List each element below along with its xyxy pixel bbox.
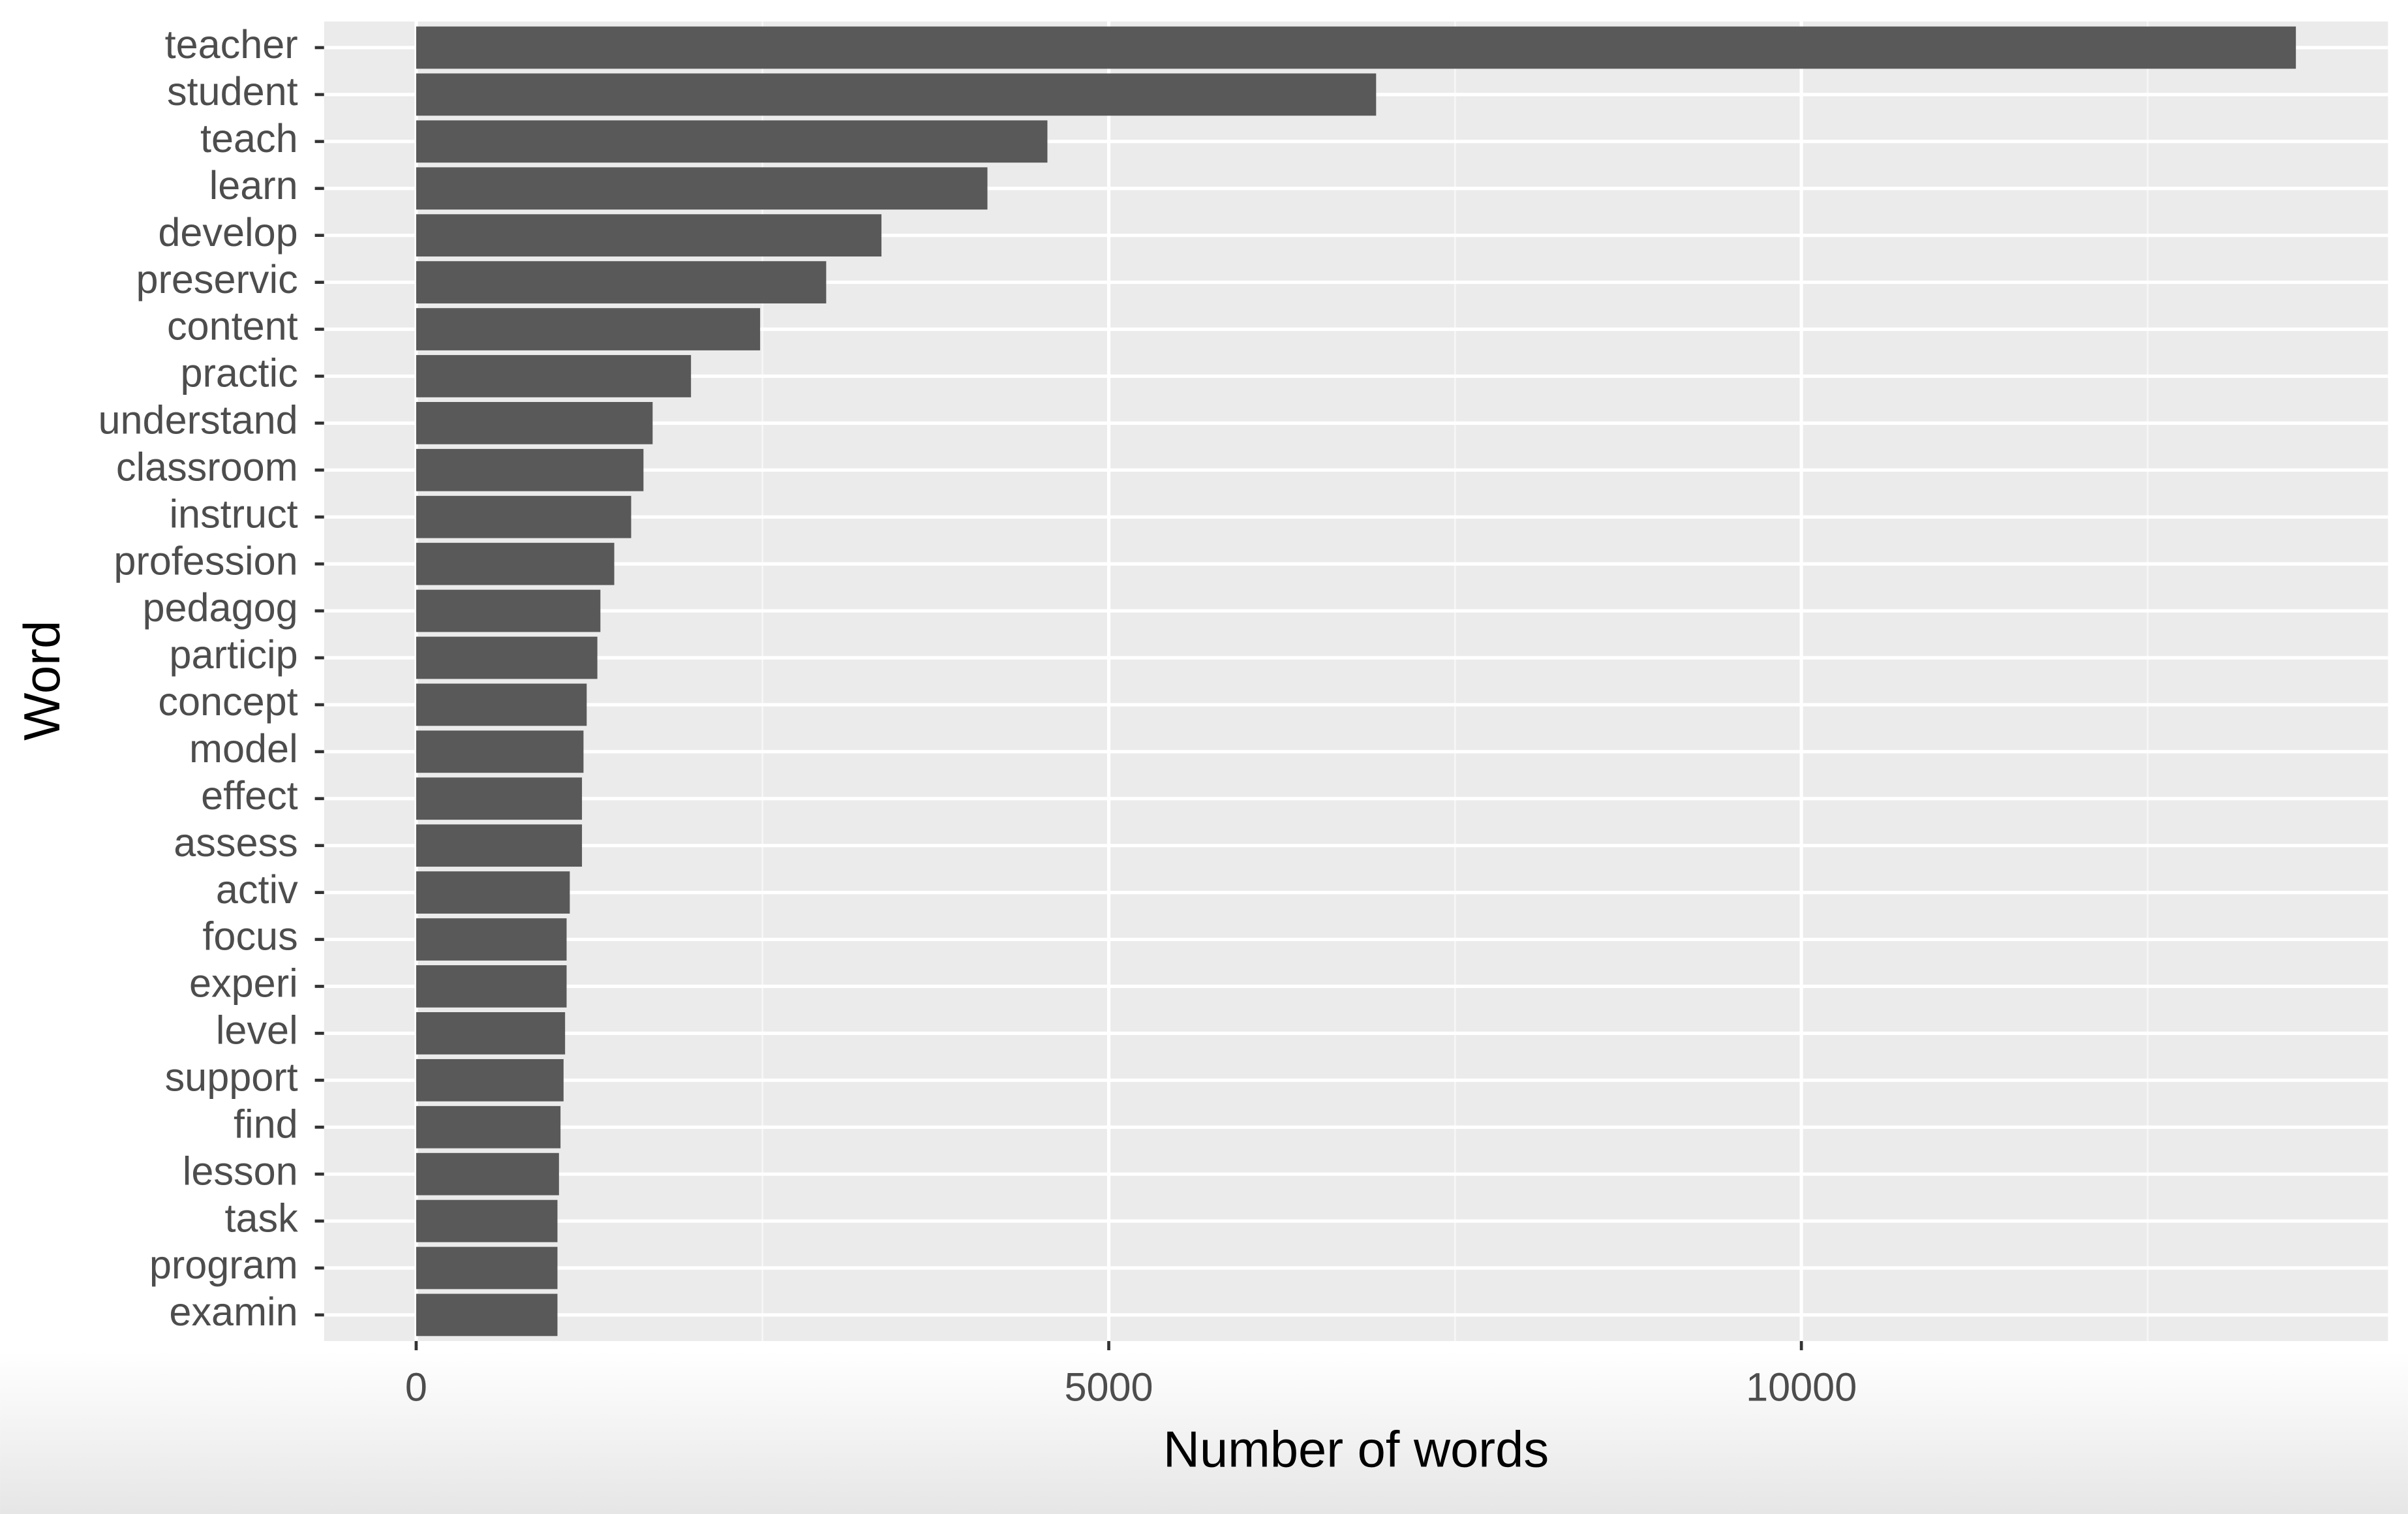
y-tick-label: program — [149, 1243, 298, 1287]
y-tick-label: focus — [202, 914, 297, 959]
bar — [416, 871, 570, 914]
y-tick-label: lesson — [183, 1149, 298, 1193]
y-axis-title: Word — [14, 621, 70, 741]
bar — [416, 73, 1377, 116]
x-tick-label: 10000 — [1746, 1365, 1857, 1409]
bar — [416, 1246, 558, 1290]
y-tick-label: teacher — [165, 22, 298, 67]
bar — [416, 636, 598, 679]
y-tick-label: activ — [216, 867, 298, 912]
y-tick-label: student — [167, 69, 298, 114]
y-tick-label: model — [189, 726, 298, 771]
y-tick-label: instruct — [169, 491, 297, 536]
y-tick-label: level — [216, 1008, 298, 1053]
y-tick-label: task — [224, 1196, 298, 1240]
x-tick-label: 5000 — [1064, 1365, 1153, 1409]
bar — [416, 683, 587, 726]
y-tick-label: pedagog — [142, 585, 297, 630]
bar — [416, 1105, 561, 1149]
bar — [416, 402, 653, 444]
bar — [416, 495, 632, 538]
y-tick-label: find — [234, 1102, 298, 1146]
bar — [416, 355, 692, 397]
bar — [416, 308, 761, 350]
y-tick-label: learn — [209, 163, 298, 208]
bar — [416, 1012, 566, 1055]
y-tick-label: effect — [201, 773, 298, 818]
y-tick-label: develop — [158, 210, 297, 255]
bar — [416, 26, 2296, 69]
y-tick-label: content — [167, 304, 298, 348]
y-tick-label: practic — [180, 351, 297, 395]
y-tick-label: classroom — [116, 444, 298, 489]
bar — [416, 589, 601, 632]
y-tick-label: preservic — [136, 257, 297, 301]
bar — [416, 261, 827, 303]
bottom-shade — [0, 1352, 2408, 1514]
bar — [416, 824, 583, 867]
y-tick-label: particip — [169, 632, 297, 677]
bar — [416, 965, 567, 1008]
bar — [416, 1058, 564, 1102]
y-tick-label: understand — [99, 398, 298, 442]
y-tick-label: examin — [169, 1290, 297, 1334]
y-tick-label: experi — [189, 961, 298, 1006]
bar — [416, 448, 644, 491]
bar — [416, 542, 615, 585]
bar — [416, 120, 1048, 163]
y-tick-label: concept — [158, 679, 297, 724]
y-tick-label: teach — [200, 116, 298, 161]
bars — [416, 26, 2296, 1336]
x-tick-label: 0 — [405, 1365, 427, 1409]
bar — [416, 918, 567, 961]
x-axis-title: Number of words — [1163, 1421, 1549, 1477]
bar — [416, 1199, 558, 1243]
labels: 0 5000 10000 teacherstudentteachlearndevelo… — [99, 22, 1857, 1409]
bar — [416, 777, 583, 820]
y-tick-label: assess — [174, 820, 297, 865]
bar — [416, 167, 988, 210]
bar — [416, 214, 882, 257]
bar — [416, 730, 584, 773]
bar — [416, 1293, 558, 1336]
y-tick-label: support — [165, 1055, 298, 1099]
bar — [416, 1152, 559, 1196]
y-tick-label: profession — [114, 538, 297, 583]
